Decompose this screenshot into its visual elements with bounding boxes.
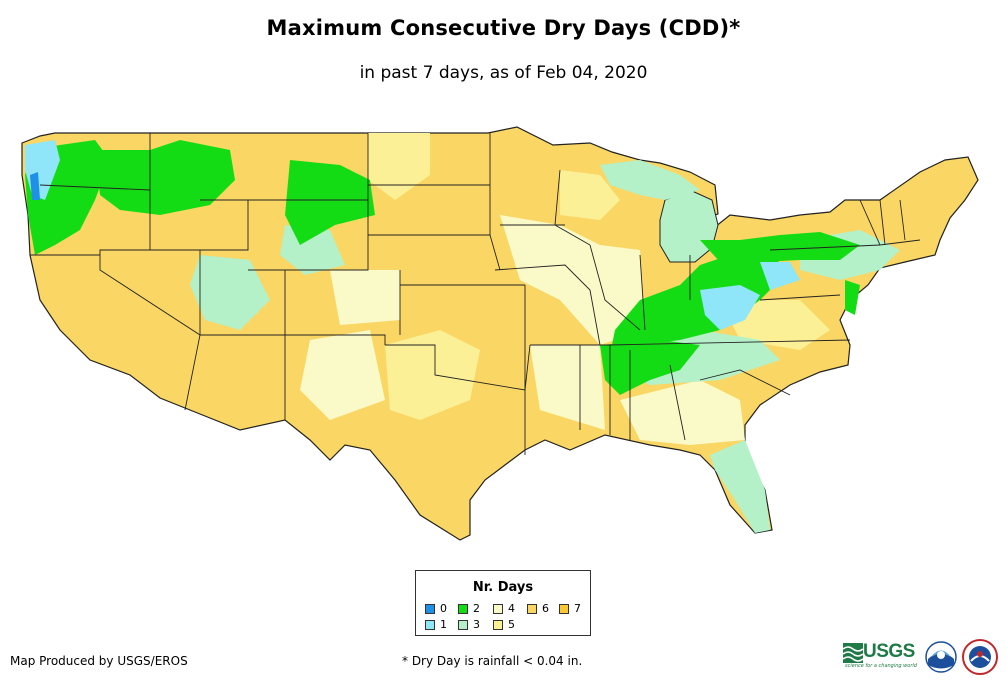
legend-title: Nr. Days xyxy=(472,580,534,595)
cdd-4-5-regions xyxy=(300,133,830,445)
legend-item-5: 5 xyxy=(493,618,515,631)
legend-item-7: 7 xyxy=(559,602,581,615)
map-credit: Map Produced by USGS/EROS xyxy=(10,654,188,668)
usgs-logo: USGS science for a changing world xyxy=(843,641,917,669)
legend-item-2: 2 xyxy=(458,602,480,615)
legend-item-3: 3 xyxy=(458,618,480,631)
cdd-1-regions xyxy=(25,140,800,330)
dry-day-footnote: * Dry Day is rainfall < 0.04 in. xyxy=(402,654,583,668)
cdd-2-regions xyxy=(25,140,860,395)
legend-item-6: 6 xyxy=(527,602,549,615)
legend-item-1: 1 xyxy=(425,618,447,631)
legend-item-4: 4 xyxy=(493,602,515,615)
state-boundaries xyxy=(30,133,921,455)
map-title: Maximum Consecutive Dry Days (CDD)* xyxy=(266,16,741,40)
noaa-logo-icon xyxy=(925,641,957,673)
cdd-0-region xyxy=(30,172,40,200)
usgs-wave-icon xyxy=(843,643,863,663)
legend-box: Nr. Days 0 1 2 3 4 5 6 7 xyxy=(415,570,591,636)
nws-logo-icon xyxy=(962,639,998,675)
legend-item-0: 0 xyxy=(425,602,447,615)
michigan-region xyxy=(659,189,719,263)
map-subtitle: in past 7 days, as of Feb 04, 2020 xyxy=(359,63,648,83)
